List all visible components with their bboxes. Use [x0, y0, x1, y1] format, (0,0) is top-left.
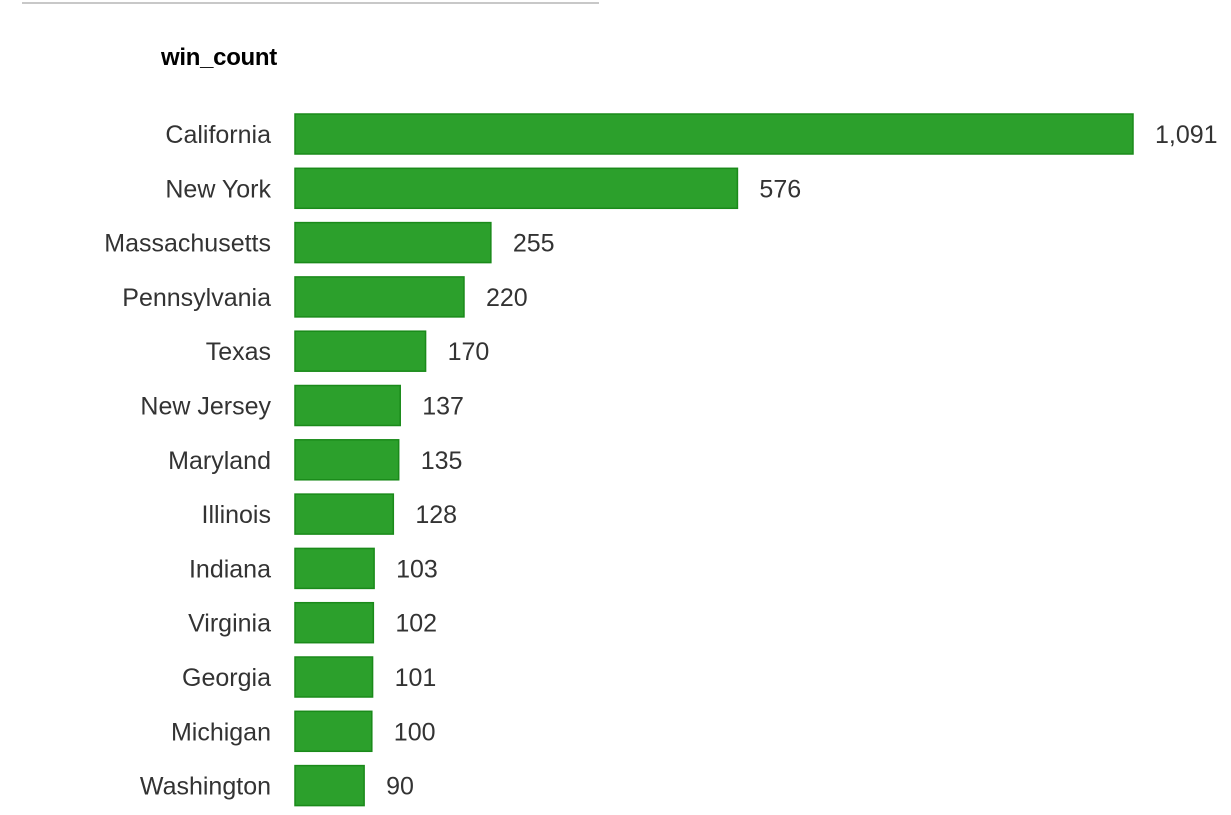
value-label: 220 [486, 284, 528, 312]
bar-row: Michigan 100 [171, 710, 436, 753]
bar[interactable] [294, 493, 395, 535]
category-label: Virginia [188, 610, 271, 638]
value-label: 90 [386, 773, 414, 801]
value-label: 1,091 [1155, 121, 1218, 149]
value-label: 103 [396, 555, 438, 583]
category-label: Pennsylvania [122, 284, 271, 312]
bar[interactable] [294, 221, 492, 264]
category-label: New York [165, 175, 271, 203]
value-label: 128 [415, 501, 457, 529]
chart-title: win_count [161, 44, 277, 71]
bar-row: New York 576 [165, 167, 801, 210]
category-label: New Jersey [140, 393, 271, 421]
value-label: 101 [395, 664, 437, 692]
category-label: Texas [206, 338, 271, 366]
bar-row: California 1,091 [165, 113, 1218, 155]
bar-row: Washington 90 [140, 764, 414, 807]
category-label: Illinois [202, 501, 271, 529]
bar-row: Maryland 135 [168, 439, 463, 481]
bar-row: Illinois 128 [202, 493, 457, 535]
bar-row: New Jersey 137 [140, 384, 464, 427]
value-label: 255 [513, 230, 555, 258]
bar-row: Georgia 101 [182, 656, 437, 698]
bar[interactable] [294, 439, 400, 481]
bar[interactable] [294, 276, 465, 318]
bar-row: Pennsylvania 220 [122, 276, 528, 318]
bar[interactable] [294, 710, 373, 753]
bar[interactable] [294, 384, 401, 427]
category-label: Massachusetts [104, 230, 271, 258]
category-label: Maryland [168, 447, 271, 475]
value-label: 576 [759, 175, 801, 203]
bar-row: Massachusetts 255 [104, 221, 555, 264]
bar[interactable] [294, 601, 375, 644]
category-label: Michigan [171, 718, 271, 746]
bar[interactable] [294, 167, 739, 210]
bar[interactable] [294, 547, 375, 590]
bar-row: Indiana 103 [189, 547, 438, 590]
bar[interactable] [294, 764, 365, 807]
value-label: 100 [394, 718, 436, 746]
value-label: 135 [421, 447, 463, 475]
value-label: 170 [448, 338, 490, 366]
category-label: Georgia [182, 664, 271, 692]
category-label: Indiana [189, 555, 271, 583]
value-label: 137 [422, 393, 464, 421]
category-label: Washington [140, 773, 271, 801]
bar[interactable] [294, 113, 1134, 155]
bar[interactable] [294, 656, 374, 698]
value-label: 102 [395, 610, 437, 638]
category-label: California [165, 121, 271, 149]
bar-row: Texas 170 [206, 330, 490, 372]
top-divider [22, 2, 599, 4]
bar-row: Virginia 102 [188, 601, 437, 644]
bar[interactable] [294, 330, 427, 372]
